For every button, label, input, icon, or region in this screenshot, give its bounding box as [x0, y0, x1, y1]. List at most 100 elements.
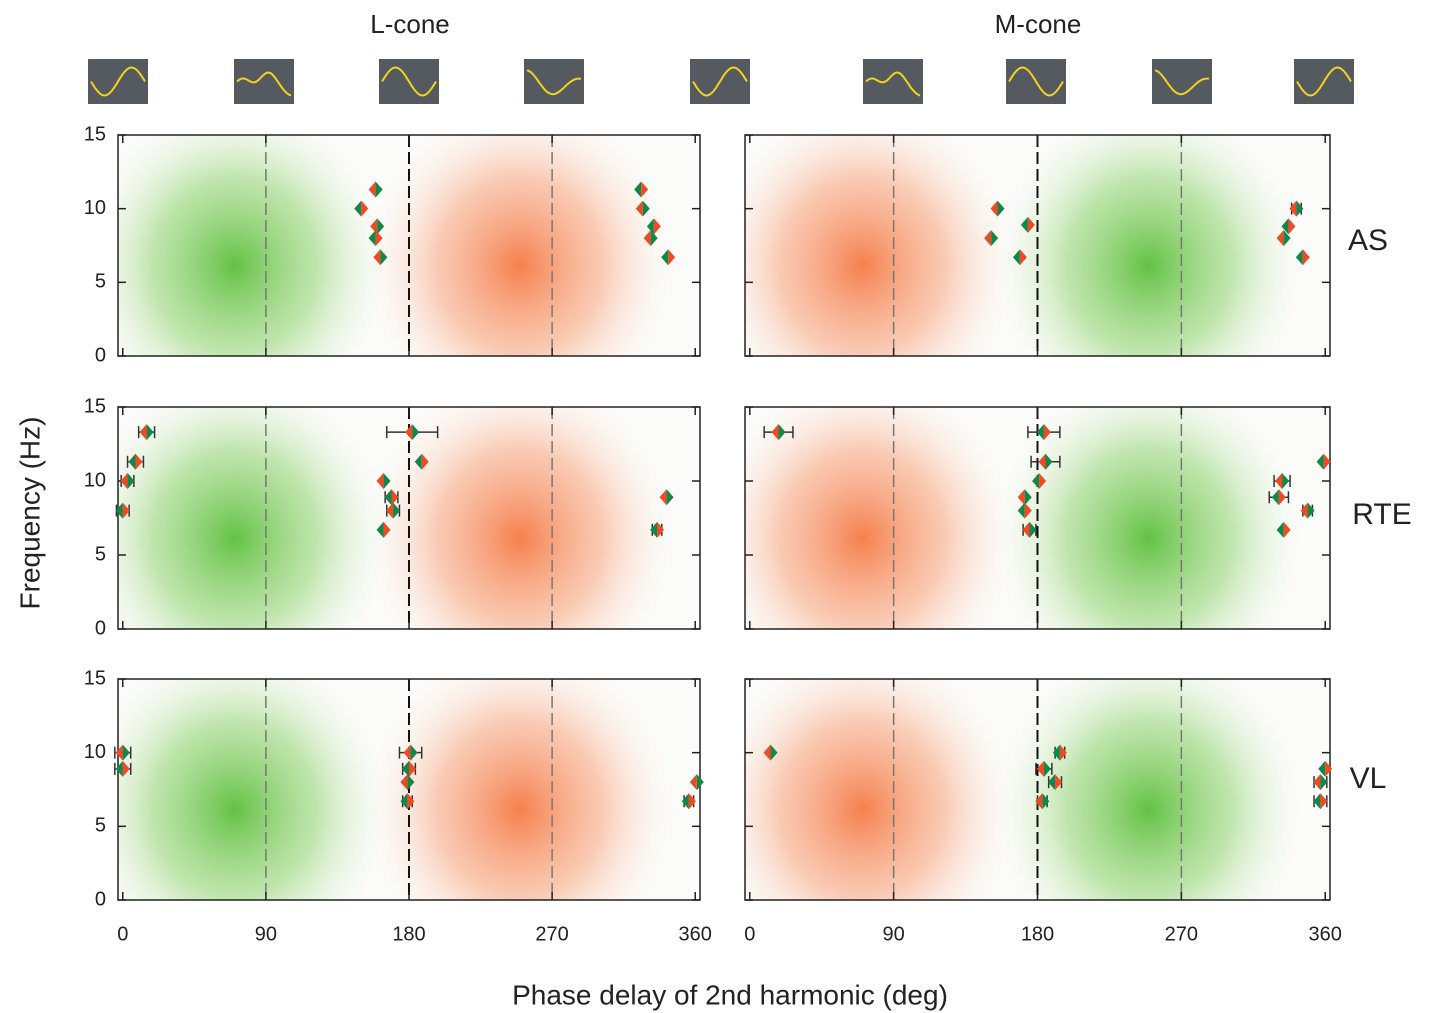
- marker: [368, 230, 383, 247]
- marker-half: [1320, 774, 1328, 791]
- y-axis-label: Frequency (Hz): [14, 417, 45, 610]
- x-tick-label: 270: [535, 923, 568, 945]
- marker: [1036, 424, 1051, 441]
- marker-half: [1024, 502, 1032, 519]
- marker-half: [681, 793, 689, 810]
- x-tick-label: 90: [255, 923, 277, 945]
- x-tick-label: 360: [1309, 923, 1342, 945]
- panel-frame: [744, 134, 1331, 357]
- marker-half: [1045, 453, 1053, 470]
- marker-half: [122, 502, 130, 519]
- y-tick-label: 10: [84, 197, 106, 219]
- waveform: [526, 69, 582, 96]
- marker-half: [361, 200, 369, 217]
- marker: [400, 774, 415, 791]
- marker-half: [407, 793, 415, 810]
- marker-half: [146, 424, 154, 441]
- waveform-icon: [524, 59, 584, 104]
- marker-half: [997, 200, 1005, 217]
- marker-half: [393, 502, 401, 519]
- marker: [384, 489, 399, 506]
- marker-half: [421, 453, 429, 470]
- marker-half: [391, 489, 399, 506]
- backdrop-blob: [118, 135, 385, 356]
- panel-frame: [744, 678, 1331, 901]
- marker: [115, 502, 130, 519]
- backdrop-blob: [745, 679, 1012, 900]
- marker: [763, 744, 778, 761]
- backdrop: [745, 135, 1299, 356]
- backdrop-blob: [998, 407, 1299, 629]
- marker-half: [1296, 200, 1304, 217]
- marker-half: [634, 181, 642, 198]
- backdrop-blob: [745, 407, 1012, 629]
- marker-half: [135, 453, 143, 470]
- backdrop: [745, 679, 1299, 900]
- marker-half: [1029, 521, 1037, 538]
- marker-half: [1017, 502, 1025, 519]
- marker-half: [1043, 424, 1051, 441]
- marker: [659, 489, 674, 506]
- x-axis-label: Phase delay of 2nd harmonic (deg): [512, 979, 948, 1010]
- marker-half: [384, 489, 392, 506]
- marker-half: [354, 200, 362, 217]
- marker-half: [1042, 793, 1050, 810]
- y-tick-label: 15: [84, 123, 106, 145]
- y-tick-label: 5: [95, 815, 106, 837]
- marker-half: [984, 230, 992, 247]
- marker-half: [1055, 774, 1063, 791]
- marker: [414, 453, 429, 470]
- marker: [1295, 249, 1310, 266]
- marker-half: [991, 230, 999, 247]
- backdrop-blob: [369, 135, 670, 356]
- marker-half: [1017, 489, 1025, 506]
- backdrop: [745, 407, 1299, 629]
- marker-half: [1325, 760, 1333, 777]
- y-tick-label: 15: [84, 395, 106, 417]
- marker-half: [1038, 453, 1046, 470]
- marker-half: [1035, 793, 1043, 810]
- marker-half: [696, 774, 704, 791]
- marker-half: [763, 744, 771, 761]
- marker: [1048, 774, 1063, 791]
- marker: [386, 502, 401, 519]
- panel-frame: [117, 406, 701, 630]
- marker: [1313, 774, 1328, 791]
- backdrop-blob: [998, 135, 1299, 356]
- marker-half: [689, 774, 697, 791]
- marker: [115, 744, 130, 761]
- x-tick-label: 180: [392, 923, 425, 945]
- marker-half: [668, 249, 676, 266]
- marker-half: [990, 200, 998, 217]
- marker-half: [1032, 473, 1040, 489]
- marker: [402, 760, 416, 777]
- y-tick-label: 10: [84, 469, 106, 491]
- marker: [643, 230, 658, 247]
- marker-half: [128, 453, 136, 470]
- marker-half: [383, 521, 391, 538]
- marker: [1275, 473, 1290, 489]
- marker-half: [666, 489, 674, 506]
- marker-half: [127, 473, 135, 489]
- marker: [1276, 521, 1291, 538]
- marker-half: [1323, 453, 1331, 470]
- waveform: [692, 66, 748, 97]
- marker-half: [771, 424, 779, 441]
- marker-half: [1036, 424, 1044, 441]
- marker-half: [770, 744, 778, 761]
- waveform-icon: [1152, 59, 1212, 104]
- marker-half: [1282, 473, 1290, 489]
- marker-half: [1276, 521, 1284, 538]
- marker: [1281, 218, 1296, 235]
- marker: [984, 230, 999, 247]
- waveform: [381, 66, 437, 97]
- marker-half: [1012, 249, 1020, 266]
- marker-half: [139, 424, 147, 441]
- marker-half: [641, 181, 649, 198]
- marker: [128, 453, 143, 470]
- marker: [1035, 793, 1050, 810]
- x-tick-label: 360: [679, 923, 712, 945]
- marker: [139, 424, 154, 441]
- marker: [635, 200, 650, 217]
